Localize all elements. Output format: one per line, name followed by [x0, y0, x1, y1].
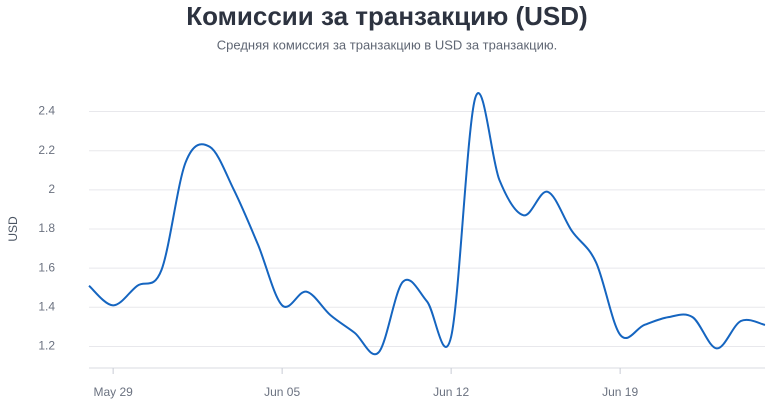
x-tick-label: Jun 05 [264, 385, 300, 399]
y-axis-label: USD [6, 216, 20, 242]
y-tick-label: 2.2 [38, 143, 55, 157]
x-tick-label: Jun 12 [433, 385, 469, 399]
y-tick-label: 1.8 [38, 221, 55, 235]
y-tick-label: 2.4 [38, 104, 55, 118]
x-tick-label: Jun 19 [602, 385, 638, 399]
chart-title: Комиссии за транзакцию (USD) [186, 1, 587, 31]
y-tick-label: 1.4 [38, 299, 55, 313]
y-tick-label: 2 [48, 182, 55, 196]
y-tick-label: 1.2 [38, 339, 55, 353]
y-tick-label: 1.6 [38, 260, 55, 274]
line-series [88, 92, 766, 356]
chart-subtitle: Средняя комиссия за транзакцию в USD за … [217, 37, 557, 52]
x-tick-label: May 29 [93, 385, 133, 399]
